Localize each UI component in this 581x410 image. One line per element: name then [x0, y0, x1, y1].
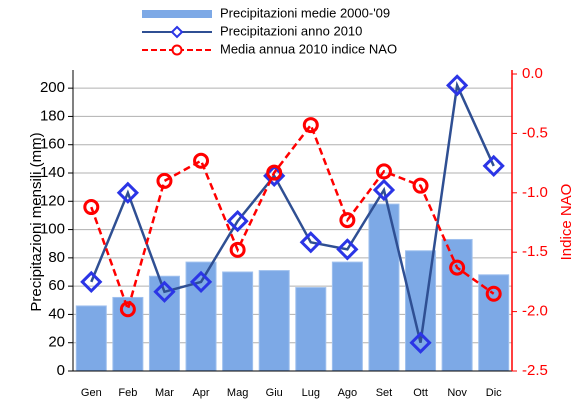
marker: [485, 285, 502, 302]
bar: [75, 305, 107, 372]
x-tick-label: Dic: [486, 387, 502, 399]
y2-tick-label: -0.5: [522, 124, 548, 141]
x-tick-label: Nov: [447, 387, 467, 399]
y2-tick-label: -2.5: [522, 362, 548, 379]
y-tick-label: 60: [48, 277, 65, 294]
legend-swatch: [142, 10, 212, 18]
x-tick-label: Apr: [192, 387, 209, 399]
marker: [446, 74, 469, 97]
y-tick-label: 40: [48, 305, 65, 322]
x-tick-label: Giu: [266, 387, 283, 399]
marker: [266, 164, 283, 181]
marker: [83, 199, 100, 216]
x-tick-label: Gen: [81, 387, 102, 399]
bar: [258, 270, 290, 372]
y2-tick-label: -1.0: [522, 184, 548, 201]
marker: [336, 238, 359, 261]
y-axis-title: Precipitazioni mensili (mm): [28, 132, 45, 311]
bar: [295, 287, 327, 372]
x-tick-label: Ott: [413, 387, 428, 399]
bar: [441, 238, 473, 372]
x-tick-label: Ago: [338, 387, 358, 399]
legend-label: Media annua 2010 indice NAO: [220, 41, 397, 56]
marker: [299, 231, 322, 254]
x-tick-label: Mar: [155, 387, 174, 399]
marker: [119, 301, 136, 318]
bar: [112, 296, 144, 372]
y-tick-label: 200: [40, 79, 65, 96]
marker: [375, 163, 392, 180]
bar: [478, 274, 510, 372]
marker: [302, 117, 319, 134]
marker: [339, 212, 356, 229]
bar: [185, 261, 217, 372]
y-tick-label: 0: [57, 362, 65, 379]
marker: [409, 331, 432, 354]
y2-tick-label: -1.5: [522, 243, 548, 260]
y-tick-label: 20: [48, 334, 65, 351]
legend-label: Precipitazioni anno 2010: [220, 23, 362, 38]
y-tick-label: 120: [40, 192, 65, 209]
x-tick-label: Lug: [302, 387, 320, 399]
legend-marker: [171, 44, 183, 56]
bar: [331, 261, 363, 372]
x-tick-label: Feb: [118, 387, 137, 399]
marker: [153, 280, 176, 303]
legend-label: Precipitazioni medie 2000-'09: [220, 5, 390, 20]
marker: [412, 177, 429, 194]
marker: [229, 241, 246, 258]
x-tick-label: Set: [376, 387, 393, 399]
y-tick-label: 140: [40, 164, 65, 181]
y-tick-label: 100: [40, 221, 65, 238]
marker: [226, 209, 249, 233]
marker: [116, 181, 139, 204]
marker: [482, 154, 505, 178]
y2-tick-label: 0.0: [522, 65, 543, 82]
marker: [189, 270, 213, 294]
y2-axis-title: Indice NAO: [558, 184, 575, 261]
marker: [156, 172, 173, 189]
marker: [449, 259, 466, 276]
line: [90, 122, 495, 314]
y-tick-label: 80: [48, 249, 65, 266]
bar: [222, 271, 254, 372]
line: [90, 80, 495, 344]
y-tick-label: 180: [40, 107, 65, 124]
marker: [372, 178, 396, 202]
y-tick-label: 160: [40, 136, 65, 153]
x-tick-label: Mag: [227, 387, 248, 399]
legend-marker: [170, 25, 184, 39]
y2-tick-label: -2.0: [522, 303, 548, 320]
marker: [80, 270, 103, 294]
marker: [193, 152, 210, 169]
